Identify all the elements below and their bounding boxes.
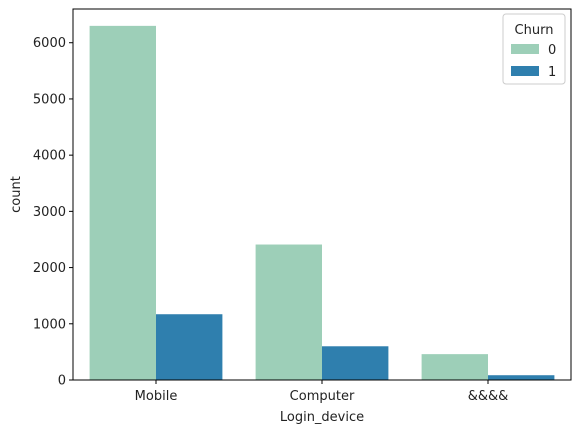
bar-&&&&-series-0 <box>421 354 488 380</box>
bar-Mobile-series-1 <box>156 314 223 380</box>
y-tick-label: 1000 <box>33 317 66 332</box>
legend: Churn 01 <box>502 13 566 85</box>
bar-Computer-series-0 <box>255 244 322 380</box>
legend-title: Churn <box>515 23 554 38</box>
y-tick-label: 3000 <box>33 205 66 220</box>
y-tick-label: 2000 <box>33 261 66 276</box>
y-axis-label: count <box>9 176 24 213</box>
x-tick-label: Computer <box>290 389 355 404</box>
y-tick-label: 6000 <box>33 36 66 51</box>
x-axis-label: Login_device <box>280 410 364 425</box>
x-tick-label: Mobile <box>135 389 178 404</box>
legend-entries: 01 <box>511 43 556 80</box>
bar-Mobile-series-0 <box>89 25 156 380</box>
y-tick-label: 5000 <box>33 92 66 107</box>
y-tick-label: 0 <box>58 374 66 389</box>
bar-&&&&-series-1 <box>488 375 555 380</box>
legend-label-1: 1 <box>548 65 556 80</box>
legend-label-0: 0 <box>548 43 556 58</box>
legend-swatch-0 <box>511 44 539 54</box>
bars-group <box>89 25 555 380</box>
x-tick-label: &&&& <box>468 389 509 404</box>
y-tick-label: 4000 <box>33 149 66 164</box>
x-axis: Mobile Computer &&&& <box>135 380 509 404</box>
legend-swatch-1 <box>511 66 539 76</box>
bar-Computer-series-1 <box>322 346 389 380</box>
y-axis: 0 1000 2000 3000 4000 5000 6000 <box>33 36 73 389</box>
